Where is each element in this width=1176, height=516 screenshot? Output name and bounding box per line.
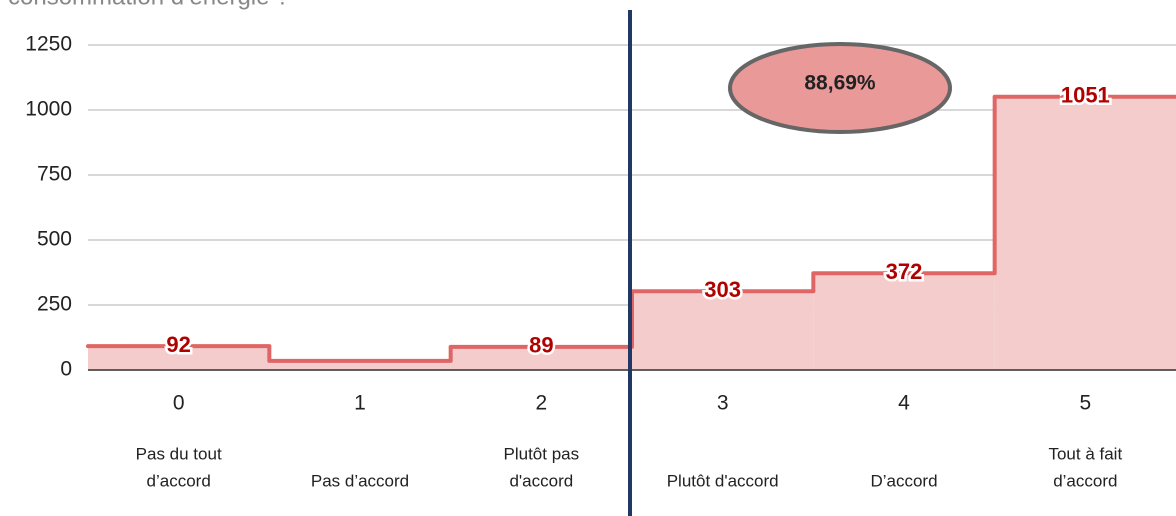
area-step (88, 346, 270, 370)
x-tick-label: 1 (354, 392, 366, 415)
y-tick-label: 1250 (25, 33, 72, 56)
category-description: d’accord (1053, 471, 1117, 490)
x-tick-label: 2 (535, 392, 547, 415)
category-description: Pas d’accord (311, 471, 409, 490)
y-tick-label: 750 (37, 163, 72, 186)
data-label: 372 (886, 259, 923, 284)
x-tick-label: 0 (173, 392, 185, 415)
x-tick-label: 4 (898, 392, 910, 415)
category-description: Plutôt pas (504, 444, 580, 463)
category-description: D’accord (870, 471, 937, 490)
category-description: Pas du tout (136, 444, 222, 463)
category-description: d’accord (147, 471, 211, 490)
x-tick-label: 3 (717, 392, 729, 415)
chart-title: consommation d’énergie ? (8, 0, 290, 10)
area-step (632, 291, 814, 370)
area-step (994, 96, 1176, 371)
annotation: 88,69% (804, 72, 876, 95)
data-label: 92 (166, 332, 190, 357)
data-label: 1051 (1061, 83, 1110, 108)
area-step (450, 346, 632, 370)
data-label: 303 (704, 277, 741, 302)
y-tick-label: 0 (60, 358, 72, 381)
y-tick-label: 250 (37, 293, 72, 316)
data-label: 89 (529, 333, 553, 358)
category-description: Plutôt d'accord (667, 471, 779, 490)
x-tick-label: 5 (1079, 392, 1091, 415)
area-step (813, 273, 995, 370)
y-tick-label: 500 (37, 228, 72, 251)
annotation-bubble (728, 42, 952, 134)
y-tick-label: 1000 (25, 98, 72, 121)
category-description: d'accord (509, 471, 573, 490)
area-step (269, 360, 451, 370)
category-description: Tout à fait (1048, 444, 1122, 463)
